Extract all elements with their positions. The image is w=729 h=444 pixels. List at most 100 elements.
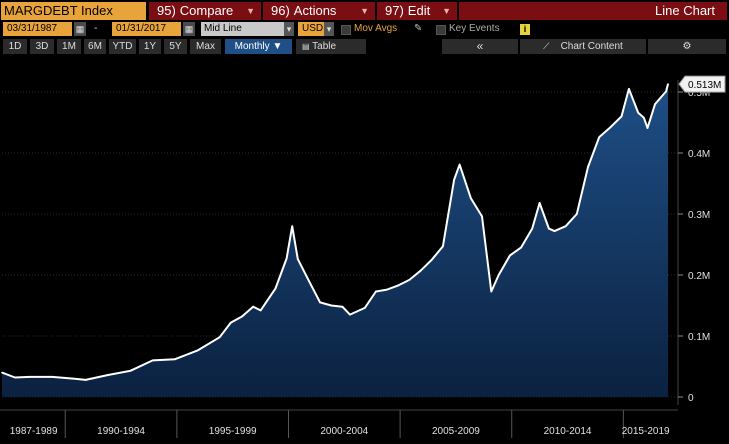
data-point bbox=[490, 290, 493, 293]
compare-button[interactable]: 95) Compare ▼ bbox=[149, 2, 261, 20]
period-button-5y[interactable]: 5Y bbox=[164, 39, 187, 54]
data-point bbox=[107, 374, 109, 376]
y-tick-label: 0 bbox=[688, 393, 694, 404]
collapse-button[interactable]: « bbox=[442, 39, 518, 54]
data-point bbox=[538, 202, 541, 204]
chevron-down-icon[interactable]: ▾ bbox=[284, 22, 294, 36]
data-point bbox=[386, 288, 388, 291]
last-value-badge bbox=[678, 75, 726, 93]
data-point bbox=[646, 127, 649, 129]
data-point bbox=[553, 230, 556, 232]
data-point bbox=[408, 279, 411, 281]
key-events-checkbox[interactable] bbox=[436, 25, 446, 35]
chevron-down-icon: ▼ bbox=[272, 41, 283, 52]
data-point bbox=[419, 269, 422, 272]
top-toolbar: MARGDEBT Index 95) Compare ▼ 96) Actions ▼… bbox=[0, 0, 729, 21]
compare-label: Compare bbox=[179, 3, 234, 18]
calendar-icon[interactable]: ▦ bbox=[183, 22, 195, 36]
table-button[interactable]: ▤ Table bbox=[296, 39, 366, 54]
data-point bbox=[196, 349, 199, 352]
data-point bbox=[363, 307, 366, 309]
data-point bbox=[643, 116, 645, 119]
data-point bbox=[598, 136, 600, 138]
ticker-field[interactable]: MARGDEBT Index bbox=[1, 2, 146, 20]
data-point bbox=[341, 305, 344, 308]
pencil-icon[interactable]: ✎ bbox=[414, 23, 423, 34]
data-point bbox=[481, 215, 483, 218]
data-point bbox=[129, 369, 132, 372]
data-point bbox=[453, 179, 455, 181]
start-date-input[interactable]: 03/31/1987 bbox=[3, 22, 72, 36]
chart-edit-icon: ⟋ bbox=[543, 41, 550, 51]
y-tick-label: 0.1M bbox=[688, 332, 710, 343]
double-chevron-left-icon: « bbox=[476, 39, 484, 53]
view-title-label: Line Chart bbox=[655, 3, 715, 18]
line-chart: 0 0.1M 0.2M 0.3M 0.4M 0.5M0.513M 1987-1989 1990… bbox=[0, 75, 726, 438]
end-date-input[interactable]: 01/31/2017 bbox=[112, 22, 181, 36]
data-point bbox=[73, 377, 76, 380]
x-tick-label: 2010-2014 bbox=[544, 426, 592, 437]
period-button-6m[interactable]: 6M bbox=[84, 39, 106, 54]
data-point bbox=[84, 379, 87, 381]
period-button-ytd[interactable]: YTD bbox=[109, 39, 136, 54]
x-tick-label: 1990-1994 bbox=[97, 426, 145, 437]
data-point bbox=[252, 305, 254, 308]
data-point bbox=[564, 225, 567, 227]
x-tick-label: 1987-1989 bbox=[10, 426, 58, 437]
period-button-max[interactable]: Max bbox=[190, 39, 221, 54]
data-point bbox=[375, 290, 377, 293]
data-point bbox=[430, 258, 433, 261]
data-point bbox=[637, 111, 640, 114]
info-icon[interactable]: i bbox=[520, 24, 530, 35]
period-button-1d[interactable]: 1D bbox=[3, 39, 27, 54]
data-point bbox=[458, 163, 461, 166]
data-point bbox=[609, 126, 612, 129]
data-point bbox=[51, 376, 54, 378]
x-tick-label: 2005-2009 bbox=[432, 426, 480, 437]
calendar-icon[interactable]: ▦ bbox=[74, 22, 86, 36]
data-point bbox=[151, 359, 154, 362]
chevron-down-icon: ▼ bbox=[246, 6, 255, 16]
gear-icon: ⚙ bbox=[682, 41, 692, 52]
date-separator: - bbox=[94, 23, 98, 34]
data-point bbox=[319, 301, 321, 304]
data-point bbox=[587, 166, 589, 168]
edit-label: Edit bbox=[407, 3, 431, 18]
data-point bbox=[665, 90, 667, 93]
data-point bbox=[628, 88, 630, 90]
chart-content-button[interactable]: ⟋ Chart Content bbox=[520, 39, 646, 54]
data-point bbox=[509, 254, 511, 257]
compare-number: 95) bbox=[157, 3, 176, 18]
data-point bbox=[520, 246, 522, 249]
data-point bbox=[667, 83, 669, 85]
period-button-1m[interactable]: 1M bbox=[57, 39, 81, 54]
data-point bbox=[230, 321, 232, 324]
series-line bbox=[1, 83, 669, 381]
actions-button[interactable]: 96) Actions ▼ bbox=[263, 2, 375, 20]
data-point bbox=[497, 274, 500, 276]
data-point bbox=[330, 304, 333, 307]
date-controls-bar bbox=[0, 21, 729, 38]
view-title[interactable]: Line Chart bbox=[459, 2, 727, 20]
data-point bbox=[14, 376, 16, 379]
edit-button[interactable]: 97) Edit ▼ bbox=[377, 2, 457, 20]
chevron-down-icon[interactable]: ▾ bbox=[324, 22, 334, 36]
y-tick-label: 0.4M bbox=[688, 149, 710, 160]
data-point bbox=[218, 336, 221, 339]
data-point bbox=[654, 103, 656, 105]
area-fill bbox=[2, 84, 668, 397]
data-point bbox=[397, 284, 400, 287]
period-button-1y[interactable]: 1Y bbox=[139, 39, 161, 54]
period-button-3d[interactable]: 3D bbox=[30, 39, 54, 54]
table-icon: ▤ bbox=[302, 42, 310, 51]
x-tick-label: 2015-2019 bbox=[622, 426, 670, 437]
settings-button[interactable]: ⚙ bbox=[648, 39, 726, 54]
data-point bbox=[274, 287, 277, 290]
actions-label: Actions bbox=[293, 3, 337, 18]
data-point bbox=[308, 280, 310, 282]
currency-select[interactable]: USD bbox=[298, 22, 324, 36]
mov-avgs-checkbox[interactable] bbox=[341, 25, 351, 35]
frequency-select[interactable]: Monthly ▼ bbox=[225, 39, 292, 54]
line-type-select[interactable]: Mid Line bbox=[201, 22, 284, 36]
edit-number: 97) bbox=[385, 3, 404, 18]
